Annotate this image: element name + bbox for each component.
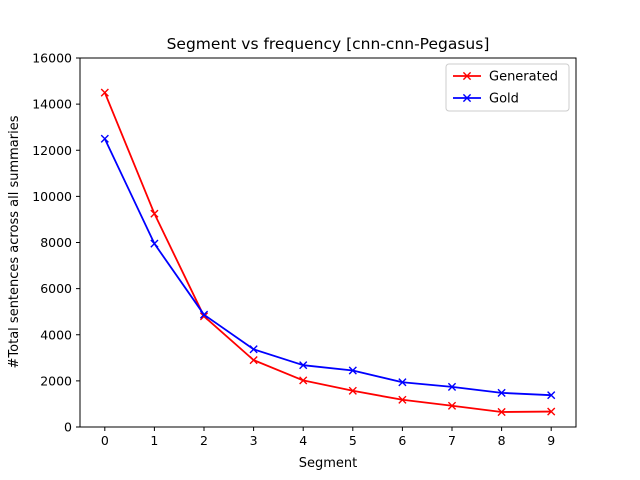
x-tick-label: 4	[299, 433, 307, 448]
x-tick-label: 8	[498, 433, 506, 448]
x-tick-label: 6	[398, 433, 406, 448]
data-point-generated	[199, 312, 209, 321]
data-point-gold	[100, 134, 109, 143]
data-point-gold	[547, 391, 556, 400]
data-point-gold	[249, 345, 258, 354]
x-tick-label: 5	[349, 433, 357, 448]
x-tick-label: 9	[547, 433, 555, 448]
data-point-generated	[398, 395, 407, 404]
y-tick-label: 4000	[40, 327, 72, 342]
x-axis-title: Segment	[299, 456, 358, 471]
data-point-gold	[398, 378, 407, 387]
y-axis-title: #Total sentences across all summaries	[7, 115, 22, 368]
y-tick-label: 12000	[32, 143, 72, 158]
y-tick-label: 8000	[40, 235, 72, 250]
data-point-generated	[249, 356, 258, 365]
data-point-generated	[299, 376, 308, 385]
data-point-gold	[199, 310, 209, 319]
series-line-generated	[103, 92, 552, 413]
legend-marker-generated	[462, 71, 472, 81]
y-tick-label: 16000	[32, 51, 72, 66]
y-tick-label: 0	[64, 420, 72, 435]
y-tick-label: 14000	[32, 97, 72, 112]
data-point-generated	[150, 209, 159, 218]
legend-label-generated: Generated	[489, 70, 558, 85]
data-point-generated	[100, 88, 109, 97]
x-tick-label: 0	[101, 433, 109, 448]
legend: Generated Gold	[445, 63, 570, 112]
legend-marker-gold	[462, 93, 472, 103]
y-tick-label: 2000	[40, 373, 72, 388]
data-point-generated	[447, 401, 457, 410]
data-point-gold	[447, 382, 457, 391]
chart-title: Segment vs frequency [cnn-cnn-Pegasus]	[167, 35, 490, 53]
data-point-generated	[348, 386, 357, 395]
legend-label-gold: Gold	[489, 92, 519, 107]
x-tick-label: 3	[250, 433, 258, 448]
data-point-gold	[150, 239, 159, 248]
x-tick-label: 7	[448, 433, 456, 448]
data-point-gold	[497, 388, 506, 397]
y-tick-label: 10000	[32, 189, 72, 204]
series-line-gold	[103, 138, 552, 397]
data-point-gold	[348, 366, 357, 375]
y-tick-label: 6000	[40, 281, 72, 296]
plot-area: 0 1 2 3 4 5 6 7 8 9 0 2000 4000 6000 8000 10000 12000 140…	[32, 51, 577, 448]
data-point-generated	[497, 407, 506, 417]
x-tick-label: 1	[150, 433, 158, 448]
x-tick-label: 2	[200, 433, 208, 448]
data-point-generated	[547, 407, 556, 416]
data-point-gold	[299, 361, 308, 370]
